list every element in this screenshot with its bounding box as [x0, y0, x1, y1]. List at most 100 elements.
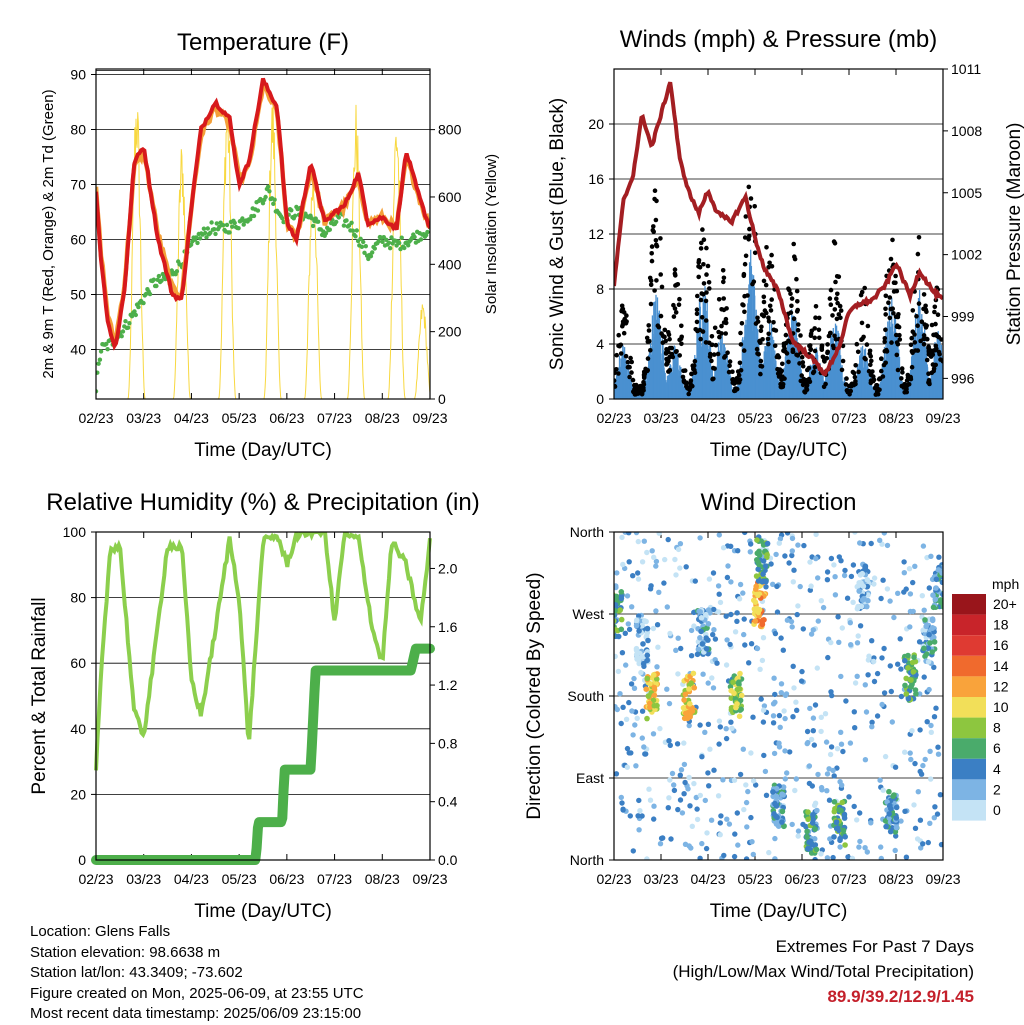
direction-cluster-point	[737, 707, 743, 713]
direction-point	[895, 590, 901, 596]
direction-point	[686, 774, 692, 781]
direction-point	[619, 800, 625, 806]
direction-point	[869, 724, 875, 730]
direction-point	[760, 719, 767, 725]
direction-cluster-point	[814, 807, 820, 814]
direction-point	[782, 692, 789, 699]
direction-cluster-point	[754, 537, 760, 543]
direction-cluster-point	[647, 704, 653, 711]
gust-point	[800, 360, 806, 365]
gust-point	[848, 389, 853, 394]
gust-point	[693, 327, 698, 332]
gust-point	[705, 263, 711, 269]
direction-point	[667, 742, 673, 748]
station-elevation: Station elevation: 98.6638 m	[30, 943, 221, 961]
direction-point	[636, 797, 642, 804]
gust-point	[791, 241, 796, 247]
direction-point	[742, 532, 748, 536]
direction-point	[934, 811, 941, 817]
direction-point	[847, 620, 853, 626]
direction-point	[671, 782, 677, 788]
gust-point	[654, 278, 659, 283]
gust-point	[707, 354, 713, 359]
gust-point	[788, 310, 794, 315]
direction-point	[928, 776, 934, 782]
direction-point	[748, 641, 755, 647]
x-tick-label: 08/23	[365, 410, 400, 426]
direction-point	[810, 715, 817, 721]
direction-cluster-point	[633, 651, 640, 658]
direction-point	[692, 578, 698, 584]
x-tick-label: 08/23	[365, 871, 400, 887]
direction-point	[776, 712, 783, 719]
direction-cluster-point	[683, 710, 689, 717]
x-tick-label: 08/23	[878, 410, 913, 426]
direction-point	[700, 671, 706, 677]
gust-point	[837, 303, 843, 309]
direction-cluster-point	[760, 558, 767, 564]
direction-cluster-point	[939, 579, 943, 586]
gust-point	[653, 238, 659, 243]
direction-point	[857, 540, 863, 546]
gust-point	[890, 306, 895, 312]
direction-point	[920, 543, 927, 549]
direction-point	[732, 629, 739, 635]
dewpoint-point	[201, 226, 207, 231]
dewpoint-point	[380, 239, 385, 244]
direction-point	[813, 532, 819, 538]
direction-point	[868, 820, 874, 826]
direction-point	[840, 748, 846, 755]
gust-point	[738, 342, 744, 347]
gust-point	[922, 322, 927, 327]
direction-point	[717, 832, 723, 838]
direction-cluster-point	[686, 686, 692, 692]
direction-point	[747, 549, 753, 555]
gust-point	[921, 333, 927, 338]
direction-point	[750, 778, 757, 784]
direction-point	[866, 653, 872, 659]
direction-point	[639, 735, 645, 741]
gust-point	[915, 323, 920, 329]
gust-point	[679, 341, 684, 347]
dewpoint-point	[372, 246, 377, 251]
gust-point	[874, 384, 879, 390]
gust-point	[662, 327, 668, 333]
direction-point	[780, 647, 786, 653]
gust-point	[894, 352, 900, 358]
y-axis-label-left: Direction (Colored By Speed)	[524, 572, 545, 819]
direction-point	[760, 707, 767, 713]
direction-point	[635, 576, 642, 582]
x-tick-label: 08/23	[878, 871, 913, 887]
direction-cluster-point	[645, 637, 651, 644]
dewpoint-point	[354, 228, 359, 233]
gust-point	[758, 371, 763, 377]
direction-point	[854, 673, 860, 679]
gust-point	[655, 323, 661, 329]
direction-point	[702, 729, 708, 735]
dewpoint-point	[334, 219, 339, 225]
gust-point	[910, 308, 916, 313]
gust-point	[923, 307, 929, 313]
y2-tick-label: 0.0	[438, 852, 458, 868]
x-tick-label: 07/23	[831, 871, 866, 887]
direction-point	[697, 792, 703, 799]
gust-point	[742, 309, 747, 315]
gust-point	[781, 343, 787, 349]
direction-point	[678, 645, 684, 652]
direction-point	[878, 855, 884, 860]
x-axis-label: Time (Day/UTC)	[194, 901, 332, 922]
gust-point	[746, 237, 751, 242]
gust-point	[836, 312, 842, 317]
direction-point	[723, 613, 729, 619]
direction-point	[836, 639, 842, 645]
direction-point	[838, 729, 844, 735]
direction-point	[720, 777, 726, 783]
gust-point	[646, 323, 651, 328]
direction-point	[649, 548, 655, 554]
gust-point	[697, 327, 703, 333]
dewpoint-point	[397, 240, 402, 246]
gust-point	[709, 334, 715, 339]
direction-point	[881, 645, 887, 652]
gust-point	[689, 371, 694, 377]
direction-cluster-point	[935, 567, 942, 573]
